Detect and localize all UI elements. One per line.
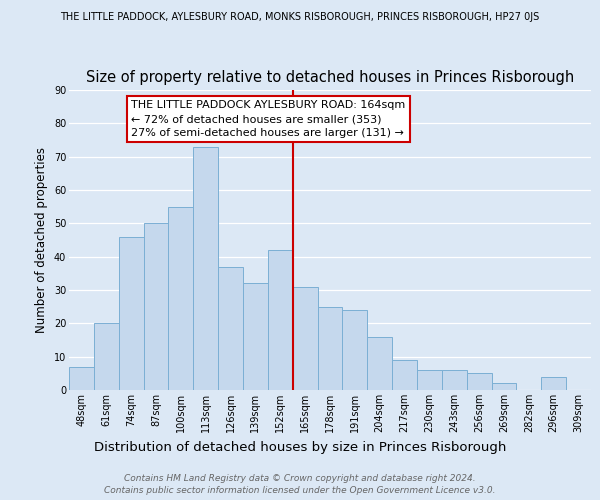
Text: Contains HM Land Registry data © Crown copyright and database right 2024.
Contai: Contains HM Land Registry data © Crown c…: [104, 474, 496, 495]
Bar: [343, 310, 367, 390]
Bar: [218, 266, 243, 390]
Bar: [541, 376, 566, 390]
Text: THE LITTLE PADDOCK, AYLESBURY ROAD, MONKS RISBOROUGH, PRINCES RISBOROUGH, HP27 0: THE LITTLE PADDOCK, AYLESBURY ROAD, MONK…: [61, 12, 539, 22]
Bar: [491, 384, 517, 390]
Bar: [69, 366, 94, 390]
Bar: [143, 224, 169, 390]
Bar: [119, 236, 143, 390]
Bar: [467, 374, 491, 390]
Title: Size of property relative to detached houses in Princes Risborough: Size of property relative to detached ho…: [86, 70, 574, 84]
Y-axis label: Number of detached properties: Number of detached properties: [35, 147, 48, 333]
Bar: [293, 286, 317, 390]
Bar: [367, 336, 392, 390]
Bar: [442, 370, 467, 390]
Text: THE LITTLE PADDOCK AYLESBURY ROAD: 164sqm
← 72% of detached houses are smaller (: THE LITTLE PADDOCK AYLESBURY ROAD: 164sq…: [131, 100, 406, 138]
Bar: [193, 146, 218, 390]
Bar: [317, 306, 343, 390]
Bar: [243, 284, 268, 390]
Bar: [417, 370, 442, 390]
Bar: [94, 324, 119, 390]
Bar: [392, 360, 417, 390]
Bar: [268, 250, 293, 390]
Text: Distribution of detached houses by size in Princes Risborough: Distribution of detached houses by size …: [94, 441, 506, 454]
Bar: [169, 206, 193, 390]
